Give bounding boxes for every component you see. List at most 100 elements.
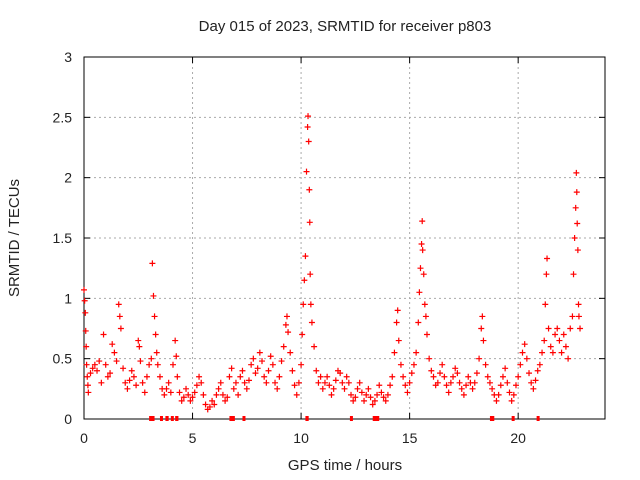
data-point xyxy=(416,289,423,296)
data-point xyxy=(554,325,561,332)
data-point xyxy=(283,313,290,320)
data-point xyxy=(332,377,339,384)
data-point xyxy=(83,343,90,350)
data-point xyxy=(81,286,87,293)
data-point xyxy=(570,271,577,278)
data-point xyxy=(243,385,250,392)
data-point xyxy=(193,382,200,389)
data-point xyxy=(539,349,546,356)
data-point xyxy=(198,379,205,386)
data-point xyxy=(291,382,298,389)
data-point xyxy=(319,385,326,392)
data-point xyxy=(536,361,543,368)
data-point xyxy=(267,353,274,360)
data-point xyxy=(575,301,582,308)
data-point xyxy=(269,361,276,368)
data-point xyxy=(560,331,567,338)
data-point xyxy=(456,379,463,386)
data-point xyxy=(91,361,98,368)
data-point xyxy=(326,382,333,389)
data-point xyxy=(406,379,413,386)
grid-lines xyxy=(84,57,605,419)
data-point xyxy=(382,397,389,404)
data-point xyxy=(235,391,242,398)
data-point xyxy=(369,401,376,408)
data-point xyxy=(572,204,579,211)
data-point xyxy=(408,370,415,377)
data-point xyxy=(254,365,261,372)
zero-gap-marker xyxy=(305,416,309,421)
data-point xyxy=(213,391,220,398)
y-tick-label: 1 xyxy=(64,290,72,306)
data-point xyxy=(404,389,411,396)
data-point xyxy=(261,373,268,380)
data-point xyxy=(423,331,430,338)
data-point xyxy=(280,343,287,350)
data-point xyxy=(463,382,470,389)
data-point xyxy=(313,367,320,374)
data-point xyxy=(365,385,372,392)
chart-title: Day 015 of 2023, SRMTID for receiver p80… xyxy=(199,18,492,35)
data-point xyxy=(508,397,515,404)
data-point xyxy=(339,379,346,386)
data-point xyxy=(148,355,155,362)
y-ticks: 0 0.5 1 1.5 2 2.5 3 xyxy=(53,49,605,427)
data-point xyxy=(526,370,533,377)
data-point xyxy=(306,186,313,193)
data-point xyxy=(265,367,272,374)
data-point xyxy=(215,385,222,392)
data-point xyxy=(183,385,190,392)
data-point xyxy=(437,370,444,377)
data-point xyxy=(172,337,179,344)
data-point xyxy=(573,189,580,196)
data-point xyxy=(130,373,137,380)
data-point xyxy=(115,301,122,308)
data-point xyxy=(211,401,218,408)
data-point xyxy=(534,367,541,374)
data-point xyxy=(222,397,229,404)
data-point xyxy=(287,349,294,356)
data-point xyxy=(420,271,427,278)
data-point xyxy=(397,361,404,368)
data-point xyxy=(305,138,312,145)
data-point xyxy=(237,373,244,380)
data-point xyxy=(380,394,387,401)
data-point xyxy=(443,382,450,389)
data-point xyxy=(124,385,131,392)
data-point xyxy=(102,361,109,368)
data-point xyxy=(422,313,429,320)
zero-gap-marker xyxy=(229,416,235,421)
data-point xyxy=(499,373,506,380)
data-point xyxy=(228,365,235,372)
data-point xyxy=(479,313,486,320)
data-point xyxy=(256,349,263,356)
data-point xyxy=(415,319,422,326)
data-point xyxy=(341,385,348,392)
data-point xyxy=(278,358,285,365)
data-point xyxy=(302,253,309,260)
x-ticks: 0 5 10 15 20 xyxy=(80,57,526,446)
data-point xyxy=(510,391,517,398)
data-point xyxy=(389,373,396,380)
zero-gap-marker xyxy=(170,416,174,421)
data-point xyxy=(107,370,114,377)
data-point xyxy=(374,391,381,398)
data-point xyxy=(173,353,180,360)
data-point xyxy=(89,365,96,372)
data-point xyxy=(250,355,257,362)
data-point xyxy=(400,373,407,380)
y-tick-label: 3 xyxy=(64,49,72,65)
data-point xyxy=(298,361,305,368)
data-point xyxy=(562,343,569,350)
data-point xyxy=(419,218,426,225)
data-point xyxy=(573,169,580,176)
data-point xyxy=(135,337,142,344)
data-point xyxy=(263,379,270,386)
data-point xyxy=(486,379,493,386)
data-point xyxy=(571,235,578,241)
data-point xyxy=(126,377,133,384)
data-point xyxy=(143,373,150,380)
data-point xyxy=(376,382,383,389)
data-point xyxy=(295,379,302,386)
data-point xyxy=(299,331,306,338)
